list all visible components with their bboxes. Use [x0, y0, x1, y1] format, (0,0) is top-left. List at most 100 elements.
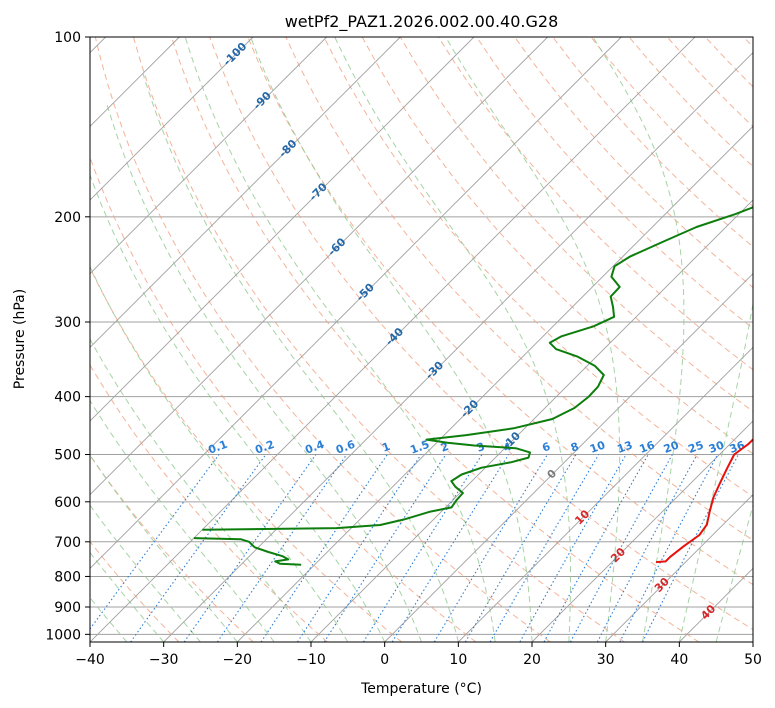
- plot-area-background: [90, 37, 753, 642]
- y-tick-label: 100: [54, 30, 81, 46]
- dry-adiabat-line: [399, 37, 753, 413]
- mixing-ratio-label: 8: [569, 440, 581, 455]
- mixing-ratio-line: [216, 454, 348, 642]
- mixing-ratio-lines: [90, 454, 739, 642]
- isotherm-line: [90, 37, 622, 569]
- x-tick-label: −20: [223, 652, 253, 668]
- dry-adiabat-line: [90, 266, 403, 642]
- pressure-gridlines: [90, 37, 753, 635]
- moist-adiabat-line: [90, 504, 201, 642]
- dry-adiabat-line: [361, 37, 753, 455]
- temperature-line: [656, 437, 753, 564]
- mixing-ratio-label: 36: [728, 438, 747, 456]
- y-tick-label: 200: [54, 210, 81, 226]
- isopleth-labels: 0.1 0.2 0.4 0.6 1 1.5 2 3 4 6 8 10 13 16 20 25 30 36-100-…: [206, 40, 746, 623]
- mixing-ratio-label: 1: [380, 440, 392, 455]
- moist-adiabat-line: [334, 37, 571, 642]
- dry-adiabat-line: [90, 155, 477, 642]
- moist-adiabat-line: [90, 338, 312, 642]
- x-tick-label: 50: [744, 652, 762, 668]
- mixing-ratio-label: 2: [439, 440, 451, 455]
- moist-adiabat-line: [678, 301, 753, 642]
- y-tick-label: 1000: [45, 627, 81, 643]
- mixing-ratio-line: [489, 454, 600, 642]
- mixing-ratio-line: [433, 454, 548, 642]
- dry-adiabat-line: [132, 37, 625, 642]
- moist-adiabat-line: [90, 454, 238, 642]
- mixing-ratio-line: [596, 454, 698, 642]
- dry-adiabat-line: [437, 37, 753, 371]
- mixing-ratio-label: 0.4: [303, 438, 326, 457]
- moist-adiabat-line: [106, 104, 422, 642]
- x-tick-label: 20: [523, 652, 541, 668]
- y-tick-label: 400: [54, 390, 81, 406]
- moist-adiabat-line: [592, 37, 685, 642]
- moist-adiabat-line: [715, 503, 753, 642]
- mixing-ratio-label: 3: [475, 440, 487, 455]
- mixing-ratio-label: 13: [615, 439, 634, 456]
- x-tick-label: −40: [75, 652, 105, 668]
- y-tick-label: 600: [54, 495, 81, 511]
- dry-adiabat-line: [90, 454, 254, 642]
- moist-adiabats: [90, 37, 753, 642]
- x-tick-label: 0: [380, 652, 389, 668]
- y-tick-label: 900: [54, 600, 81, 616]
- dry-adiabat-line: [247, 37, 753, 586]
- isotherm-line: [531, 420, 753, 642]
- x-axis-title: Temperature (°C): [360, 681, 482, 697]
- isotherm-line: [237, 125, 753, 642]
- mixing-ratio-label: 30: [707, 438, 726, 456]
- skewed-isotherms: [90, 37, 753, 642]
- plot-frame: [89, 36, 754, 643]
- mixing-ratio-label: 6: [540, 440, 552, 455]
- mixing-ratio-line: [130, 454, 267, 642]
- moist-adiabat-line: [250, 37, 533, 642]
- isotherm-line: [90, 37, 475, 422]
- dry-adiabat-line: [94, 37, 551, 642]
- isotherm-line: [384, 273, 753, 642]
- moist-adiabat-line: [90, 399, 275, 642]
- isotherm-line: [90, 37, 548, 496]
- y-tick-label: 300: [54, 315, 81, 331]
- dew-point-line: [202, 206, 753, 531]
- isotherm-line: [90, 37, 401, 348]
- x-tick-label: 10: [449, 652, 467, 668]
- isotherm-line: [163, 52, 753, 642]
- moist-adiabat-line: [90, 551, 165, 642]
- y-tick-label: 800: [54, 569, 81, 585]
- x-tick-label: 30: [597, 652, 615, 668]
- dry-adiabat-line: [171, 37, 700, 642]
- mixing-ratio-label: 0.2: [253, 438, 276, 457]
- x-tick-label: −10: [296, 652, 326, 668]
- dew-point-lower-segment-line: [193, 537, 302, 566]
- moist-adiabat-line: [184, 37, 496, 642]
- sounding-profiles: [193, 206, 753, 566]
- mixing-ratio-label: 0.1: [206, 438, 229, 457]
- y-tick-label: 700: [54, 535, 81, 551]
- mixing-ratio-line: [569, 454, 673, 642]
- mixing-ratio-label: 1.5: [408, 438, 431, 457]
- isotherm-line: [90, 37, 254, 201]
- moist-adiabat-line: [445, 37, 621, 642]
- mixing-ratio-line: [183, 454, 317, 642]
- moist-adiabat-line: [90, 597, 128, 642]
- moist-adiabat-line: [142, 73, 459, 642]
- isotherm-line: [458, 346, 753, 642]
- dry-adiabat-line: [285, 37, 753, 541]
- dry-adiabat-line: [323, 37, 753, 498]
- isotherm-line: [90, 37, 327, 275]
- x-tick-label: 40: [670, 652, 688, 668]
- mixing-ratio-line: [519, 454, 627, 642]
- dry-adiabat-line: [476, 37, 753, 329]
- mixing-ratio-line: [260, 454, 388, 642]
- mixing-ratio-line: [90, 454, 220, 630]
- dry-adiabat-line: [209, 37, 753, 631]
- chart-title: wetPf2_PAZ1.2026.002.00.40.G28: [285, 12, 559, 32]
- mixing-ratio-label: 10: [588, 438, 607, 456]
- mixing-ratio-label: 20: [662, 438, 681, 456]
- moist-adiabat-line: [90, 173, 386, 642]
- mixing-ratio-label: 25: [687, 438, 706, 455]
- y-axis: 100 200 300 400 500 600 700 800 900 1000: [45, 30, 90, 643]
- isotherm-line: [90, 37, 696, 642]
